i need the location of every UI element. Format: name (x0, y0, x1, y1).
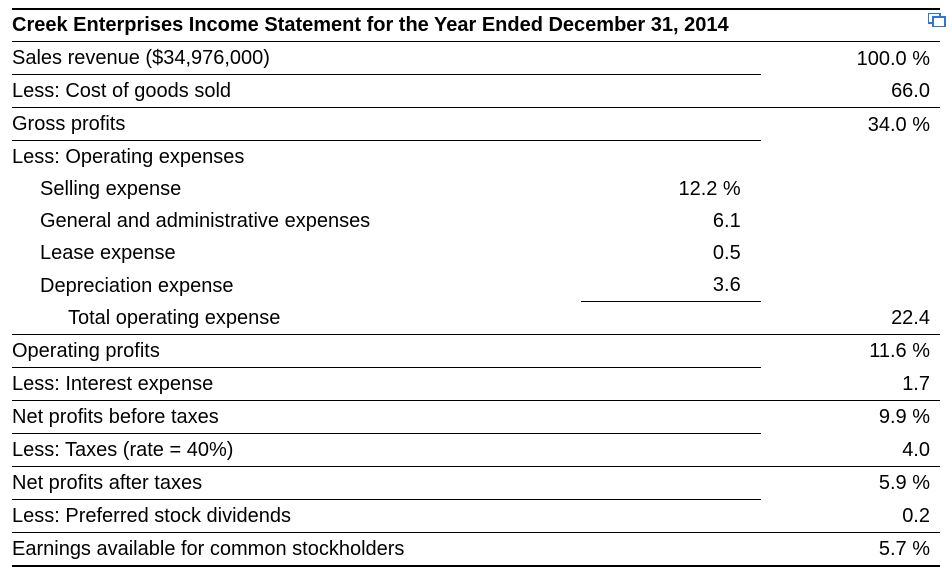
row-earnings-common: Earnings available for common stockholde… (12, 532, 940, 566)
value: 9.9 % (761, 400, 940, 433)
mid-value (581, 367, 760, 400)
row-ga-expense: General and administrative expenses 6.1 (12, 205, 940, 237)
mid-value (581, 108, 760, 141)
mid-value (581, 334, 760, 367)
mid-value: 6.1 (581, 205, 760, 237)
label: General and administrative expenses (12, 205, 581, 237)
value (761, 205, 940, 237)
value: 22.4 (761, 302, 940, 335)
mid-value: 12.2 % (581, 173, 760, 205)
label: Sales revenue ($34,976,000) (12, 42, 581, 75)
label: Lease expense (12, 237, 581, 269)
mid-value (581, 532, 760, 566)
row-opex-header: Less: Operating expenses (12, 141, 940, 174)
title-row: Creek Enterprises Income Statement for t… (12, 9, 940, 42)
value: 5.9 % (761, 466, 940, 499)
row-selling-expense: Selling expense 12.2 % (12, 173, 940, 205)
label: Less: Preferred stock dividends (12, 499, 581, 532)
label: Total operating expense (12, 302, 581, 335)
row-cogs: Less: Cost of goods sold 66.0 (12, 75, 940, 108)
income-statement-table: Creek Enterprises Income Statement for t… (12, 8, 940, 567)
label: Operating profits (12, 334, 581, 367)
value (761, 269, 940, 302)
value (761, 173, 940, 205)
mid-value (581, 466, 760, 499)
row-npat: Net profits after taxes 5.9 % (12, 466, 940, 499)
value: 34.0 % (761, 108, 940, 141)
mid-value: 0.5 (581, 237, 760, 269)
row-interest-expense: Less: Interest expense 1.7 (12, 367, 940, 400)
value (761, 141, 940, 174)
mid-value (581, 75, 760, 108)
row-preferred-dividends: Less: Preferred stock dividends 0.2 (12, 499, 940, 532)
mid-value (581, 433, 760, 466)
window-control-icon[interactable] (928, 10, 946, 33)
value (761, 237, 940, 269)
mid-value (581, 42, 760, 75)
label: Depreciation expense (12, 269, 581, 302)
label: Earnings available for common stockholde… (12, 532, 581, 566)
label: Selling expense (12, 173, 581, 205)
value: 11.6 % (761, 334, 940, 367)
label: Gross profits (12, 108, 581, 141)
label: Less: Taxes (rate = 40%) (12, 433, 581, 466)
mid-value (581, 302, 760, 335)
statement-title: Creek Enterprises Income Statement for t… (12, 9, 940, 42)
mid-value (581, 141, 760, 174)
mid-value (581, 400, 760, 433)
label: Less: Interest expense (12, 367, 581, 400)
row-depreciation-expense: Depreciation expense 3.6 (12, 269, 940, 302)
label: Less: Cost of goods sold (12, 75, 581, 108)
mid-value: 3.6 (581, 269, 760, 302)
value: 100.0 % (761, 42, 940, 75)
label: Net profits after taxes (12, 466, 581, 499)
value: 4.0 (761, 433, 940, 466)
row-gross-profits: Gross profits 34.0 % (12, 108, 940, 141)
value: 1.7 (761, 367, 940, 400)
value: 5.7 % (761, 532, 940, 566)
row-taxes: Less: Taxes (rate = 40%) 4.0 (12, 433, 940, 466)
row-total-opex: Total operating expense 22.4 (12, 302, 940, 335)
label: Net profits before taxes (12, 400, 581, 433)
row-lease-expense: Lease expense 0.5 (12, 237, 940, 269)
row-npbt: Net profits before taxes 9.9 % (12, 400, 940, 433)
row-operating-profits: Operating profits 11.6 % (12, 334, 940, 367)
value: 66.0 (761, 75, 940, 108)
mid-value (581, 499, 760, 532)
value: 0.2 (761, 499, 940, 532)
label: Less: Operating expenses (12, 141, 581, 174)
row-sales-revenue: Sales revenue ($34,976,000) 100.0 % (12, 42, 940, 75)
